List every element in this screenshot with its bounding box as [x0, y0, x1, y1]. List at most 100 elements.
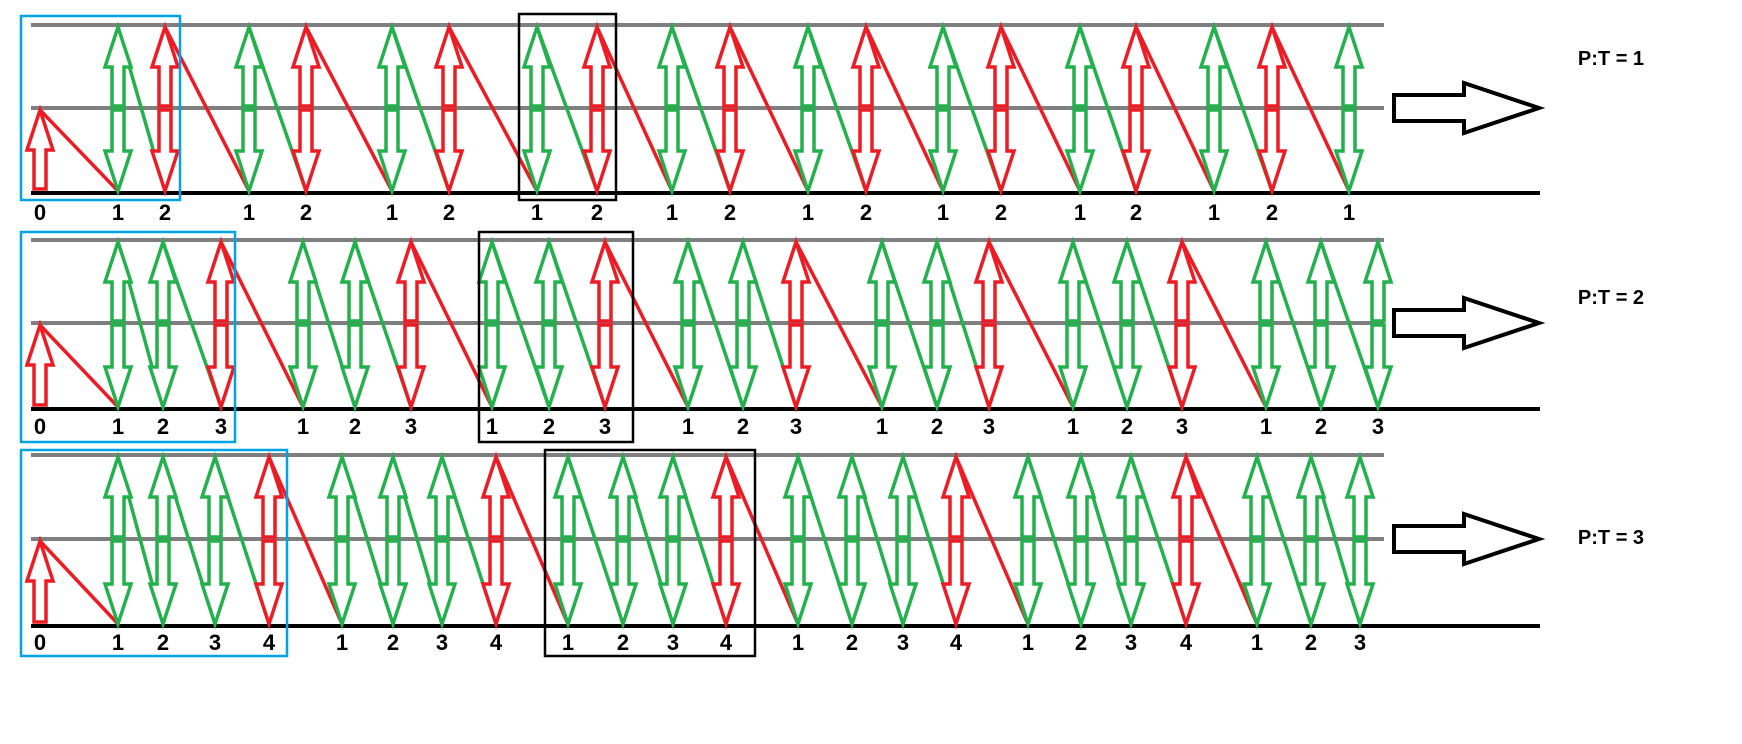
tick-label-p1-2: 2 — [159, 200, 171, 225]
up-arrow-p3-11 — [657, 451, 689, 539]
down-arrow-p1-16 — [1120, 108, 1152, 197]
down-arrow-p1-11 — [792, 108, 824, 197]
direction-arrows: P:T = 1 P:T = 2 P:T = 3 — [1392, 48, 1644, 567]
connector-p1-10 — [728, 26, 810, 192]
down-arrow-p3-4 — [253, 539, 285, 630]
connector-p1-18 — [1270, 26, 1351, 192]
up-arrow-p1-16 — [1120, 21, 1152, 108]
tick-label-p3-23: 3 — [1354, 630, 1366, 655]
down-arrow-p1-2 — [149, 108, 181, 197]
up-arrow-p3-19 — [1115, 451, 1147, 539]
tick-label-p3-12: 4 — [720, 630, 733, 655]
down-arrow-p3-21 — [1241, 539, 1273, 630]
up-arrow-p2-8 — [533, 236, 565, 323]
down-arrow-p3-9 — [552, 539, 584, 630]
connector-p1-8 — [595, 26, 674, 192]
up-arrow-p3-13 — [782, 451, 814, 539]
down-arrow-p3-14 — [836, 539, 868, 630]
down-arrow-p2-13 — [866, 323, 898, 413]
down-arrow-p1-17 — [1198, 108, 1230, 197]
tick-label-p3-14: 2 — [846, 630, 858, 655]
down-arrow-p3-3 — [199, 539, 231, 630]
tick-label-p2-5: 2 — [349, 414, 361, 439]
connector-p1-6 — [447, 26, 539, 192]
tick-label-p3-15: 3 — [897, 630, 909, 655]
tick-label-p3-20: 4 — [1180, 630, 1193, 655]
up-arrow-p1-5 — [376, 21, 408, 108]
tick-label-p3-17: 1 — [1022, 630, 1034, 655]
tick-label-p3-10: 2 — [617, 630, 629, 655]
down-arrow-p1-19 — [1333, 108, 1365, 197]
tick-label-p2-8: 2 — [543, 414, 555, 439]
tick-label-p2-3: 3 — [215, 414, 227, 439]
up-arrow-p3-7 — [426, 451, 458, 539]
down-arrow-p2-19 — [1250, 323, 1282, 413]
tick-label-p1-10: 2 — [724, 200, 736, 225]
up-arrow-p2-15 — [973, 236, 1005, 323]
down-arrow-p2-3 — [205, 323, 237, 413]
down-arrow-p2-11 — [727, 323, 759, 413]
connector-p1-4 — [304, 26, 394, 192]
up-arrow-p3-15 — [887, 451, 919, 539]
tick-label-p2-18: 3 — [1176, 414, 1188, 439]
connector-p1-16 — [1134, 26, 1216, 192]
up-arrow-p3-3 — [199, 451, 231, 539]
up-arrow-p1-8 — [581, 21, 613, 108]
tick-label-p1-9: 1 — [666, 200, 678, 225]
up-arrow-p2-9 — [589, 236, 621, 323]
down-arrow-p2-21 — [1362, 323, 1394, 413]
tick-label-p1-7: 1 — [531, 200, 543, 225]
tick-label-p1-3: 1 — [243, 200, 255, 225]
up-arrow-p2-20 — [1305, 236, 1337, 323]
tick-label-p2-16: 1 — [1067, 414, 1079, 439]
up-arrow-p3-21 — [1241, 451, 1273, 539]
up-arrow-p2-14 — [921, 236, 953, 323]
down-arrow-p1-13 — [927, 108, 959, 197]
connector-p2-0 — [38, 323, 120, 409]
up-arrow-p2-19 — [1250, 236, 1282, 323]
tick-label-p1-1: 1 — [112, 200, 124, 225]
down-arrow-p3-8 — [480, 539, 512, 630]
connector-p2-12 — [794, 241, 884, 408]
down-arrow-p3-5 — [326, 539, 358, 630]
up-arrow-p3-16 — [940, 451, 972, 539]
tick-label-p3-3: 3 — [209, 630, 221, 655]
up-arrow-p2-16 — [1057, 236, 1089, 323]
connector-p3-8 — [494, 456, 570, 625]
connector-p1-12 — [864, 26, 945, 192]
tick-label-p3-18: 2 — [1075, 630, 1087, 655]
up-arrow-p1-15 — [1064, 21, 1096, 108]
up-arrow-p1-7 — [521, 21, 553, 108]
up-arrow-p2-7 — [476, 236, 508, 323]
down-arrow-p1-4 — [290, 108, 322, 197]
tick-label-p2-13: 1 — [876, 414, 888, 439]
down-arrow-p2-2 — [147, 323, 179, 413]
up-arrow-p2-21 — [1362, 236, 1394, 323]
down-arrow-p2-9 — [589, 323, 621, 413]
tick-label-p2-4: 1 — [297, 414, 309, 439]
down-arrow-p2-8 — [533, 323, 565, 413]
tick-label-p2-10: 1 — [682, 414, 694, 439]
highlight-boxes — [19, 12, 757, 658]
up-arrow-p1-19 — [1333, 21, 1365, 108]
connector-p2-18 — [1180, 241, 1268, 408]
tick-label-p3-19: 3 — [1125, 630, 1137, 655]
tick-label-p1-5: 1 — [386, 200, 398, 225]
up-arrow-p1-14 — [985, 21, 1017, 108]
down-arrow-p1-6 — [433, 108, 465, 197]
connector-p2-9 — [603, 241, 690, 408]
down-arrow-p3-2 — [147, 539, 179, 630]
down-arrow-p2-16 — [1057, 323, 1089, 413]
down-arrow-p3-18 — [1065, 539, 1097, 630]
down-arrow-p3-22 — [1295, 539, 1327, 630]
up-arrow-p1-3 — [233, 21, 265, 108]
down-arrow-p2-5 — [339, 323, 371, 413]
down-arrow-p1-3 — [233, 108, 265, 197]
up-arrow-p1-2 — [149, 21, 181, 108]
down-arrow-p1-1 — [102, 108, 134, 197]
tick-label-p1-0: 0 — [34, 200, 46, 225]
up-arrow-p3-2 — [147, 451, 179, 539]
tick-label-p3-22: 2 — [1305, 630, 1317, 655]
down-arrow-p3-10 — [607, 539, 639, 630]
